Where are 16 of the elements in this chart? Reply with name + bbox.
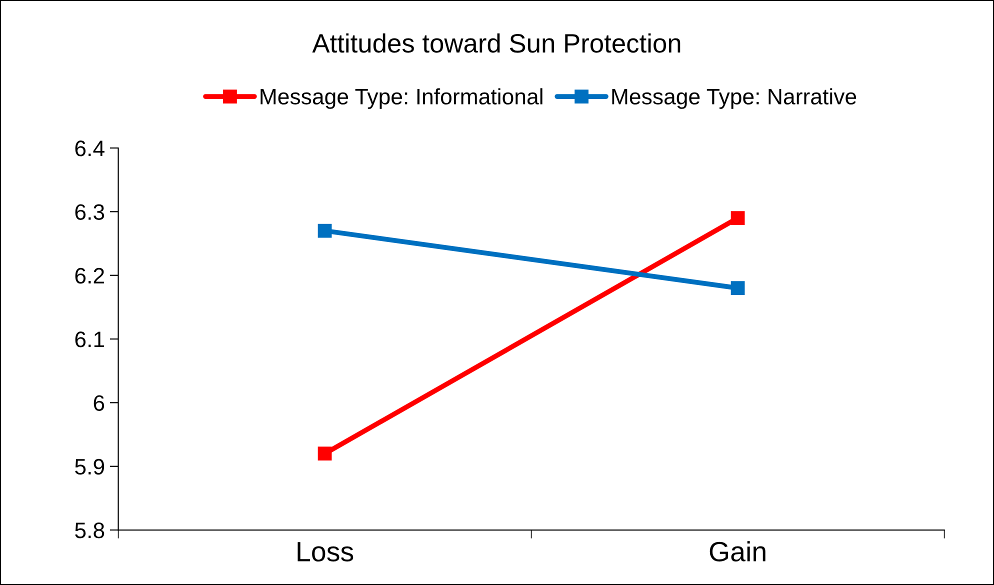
legend-label: Message Type: Informational [260, 88, 542, 109]
point [730, 211, 745, 225]
chart-title: Attitudes toward Sun Protection [312, 33, 680, 53]
point [730, 281, 745, 296]
y-tick-label: 6.4 [75, 140, 104, 156]
x-tick-label: Loss [298, 542, 354, 562]
point [318, 224, 332, 238]
y-tick-label: 6.3 [75, 204, 104, 220]
y-tick-label: 5.9 [75, 458, 104, 475]
legend-label: Message Type: Narrative [612, 88, 856, 109]
y-tick-label: 6 [94, 395, 104, 411]
y-tick-label: 5.8 [75, 522, 104, 538]
y-tick-label: 6.2 [75, 268, 104, 284]
x-tick-label: Gain [710, 541, 766, 562]
y-tick-label: 6.1 [75, 332, 104, 348]
point [318, 446, 332, 461]
